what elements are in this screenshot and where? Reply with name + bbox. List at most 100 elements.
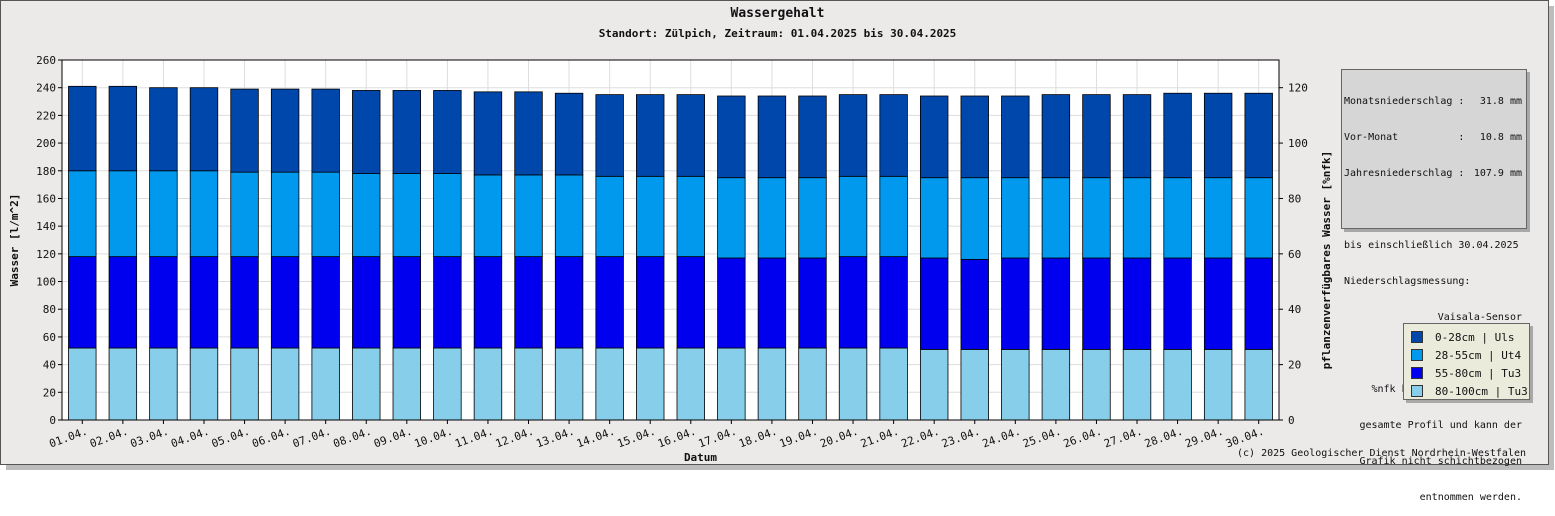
- bar-segment-2: [392, 256, 422, 349]
- bar-segment-1: [1163, 348, 1192, 421]
- x-axis-label: Datum: [684, 451, 717, 464]
- bar-segment-1: [838, 347, 868, 421]
- bar-segment-2: [717, 257, 746, 349]
- bar-segment-1: [108, 347, 138, 421]
- bar-segment-3: [838, 175, 868, 258]
- bar-segment-1: [757, 347, 787, 421]
- y2-tick-label: 60: [1288, 248, 1301, 261]
- bar-segment-2: [1041, 257, 1071, 350]
- info-monat-label: Monatsniederschlag :: [1344, 96, 1465, 107]
- bar-segment-3: [960, 177, 989, 260]
- bar-segment-4: [879, 94, 908, 177]
- bar-segment-1: [960, 348, 989, 421]
- frame-shadow-right: [1549, 6, 1554, 468]
- bar-segment-2: [352, 256, 381, 349]
- bar-segment-1: [554, 347, 584, 421]
- x-tick-label: 20.04.: [818, 425, 860, 451]
- bar-segment-2: [270, 256, 300, 349]
- legend-item: 0-28cm | Uls: [1404, 328, 1529, 346]
- bar-segment-3: [1244, 177, 1273, 259]
- y-tick-label: 180: [36, 165, 56, 178]
- bar-segment-4: [1163, 92, 1192, 179]
- bar-segment-1: [1082, 348, 1111, 421]
- bar-segment-4: [1001, 95, 1030, 179]
- bar-segment-4: [1041, 94, 1071, 179]
- x-tick-label: 21.04.: [859, 425, 901, 451]
- bar-segment-2: [757, 257, 787, 349]
- info-jahr-row: Jahresniederschlag : 107.9 mm: [1344, 168, 1524, 180]
- y-tick-label: 240: [36, 82, 56, 95]
- bar-segment-3: [108, 170, 138, 258]
- bar-segment-3: [595, 175, 624, 258]
- bar-segment-3: [270, 171, 300, 258]
- bar-segment-4: [798, 95, 827, 179]
- bar-segment-2: [514, 256, 543, 349]
- bar-segment-2: [433, 256, 462, 349]
- bar-segment-1: [919, 348, 949, 421]
- bar-segment-4: [311, 88, 340, 173]
- bar-segment-1: [189, 347, 219, 421]
- bar-segment-1: [676, 347, 705, 421]
- bar-segment-4: [1082, 94, 1111, 179]
- legend-label: 0-28cm | Uls: [1435, 330, 1515, 344]
- bar-segment-2: [1203, 257, 1233, 350]
- y2-tick-label: 20: [1288, 359, 1301, 372]
- bar-segment-1: [311, 347, 340, 421]
- info-messung: Niederschlagsmessung:: [1344, 276, 1471, 287]
- bar-segment-2: [230, 256, 259, 349]
- y2-tick-label: 100: [1288, 137, 1308, 150]
- bar-segment-2: [636, 256, 665, 349]
- bar-segment-3: [189, 170, 219, 258]
- bar-segment-2: [798, 257, 827, 349]
- y2-tick-label: 120: [1288, 82, 1308, 95]
- x-tick-label: 02.04.: [88, 425, 130, 451]
- x-tick-label: 19.04.: [778, 425, 820, 451]
- legend-item: 28-55cm | Ut4: [1404, 346, 1529, 364]
- bar-segment-3: [392, 173, 422, 258]
- bar-segment-2: [1082, 257, 1111, 350]
- bar-segment-4: [919, 95, 949, 179]
- legend-label: 55-80cm | Tu3: [1435, 366, 1522, 380]
- bar-segment-1: [879, 347, 908, 421]
- bar-segment-1: [230, 347, 259, 421]
- info-jahr-value: 107.9 mm: [1473, 168, 1522, 179]
- bar-segment-2: [1163, 257, 1192, 350]
- bar-segment-2: [960, 258, 989, 350]
- x-tick-label: 29.04.: [1183, 425, 1225, 451]
- bar-segment-3: [554, 174, 584, 258]
- y2-tick-label: 80: [1288, 192, 1301, 205]
- bar-segment-1: [798, 347, 827, 421]
- legend-swatch: [1411, 367, 1423, 379]
- x-tick-label: 27.04.: [1102, 425, 1144, 451]
- bar-segment-2: [919, 257, 949, 350]
- bar-segment-3: [879, 175, 908, 258]
- bar-segment-2: [311, 256, 340, 349]
- y2-axis-label: pflanzenverfügbares Wasser [%nfk]: [1320, 151, 1333, 370]
- info-note-2: gesamte Profil und kann der: [1359, 420, 1522, 431]
- bar-segment-2: [838, 256, 868, 349]
- bar-segment-2: [149, 256, 178, 349]
- legend: 0-28cm | Uls 28-55cm | Ut4 55-80cm | Tu3 80…: [1403, 323, 1530, 400]
- bar-segment-3: [1163, 177, 1192, 259]
- x-tick-label: 16.04.: [656, 425, 698, 451]
- legend-swatch: [1411, 331, 1423, 343]
- bar-segment-3: [1203, 177, 1233, 259]
- bar-segment-4: [636, 94, 665, 177]
- legend-label: 28-55cm | Ut4: [1435, 348, 1522, 362]
- plot-area: [62, 60, 1279, 420]
- bar-segment-3: [352, 173, 381, 258]
- bar-segment-4: [1203, 92, 1233, 179]
- bar-segment-1: [1122, 348, 1152, 421]
- y-tick-label: 60: [43, 331, 56, 344]
- y-tick-label: 200: [36, 137, 56, 150]
- x-tick-label: 04.04.: [169, 425, 211, 451]
- bar-segment-4: [392, 90, 422, 174]
- legend-swatch: [1411, 349, 1423, 361]
- x-tick-label: 10.04.: [413, 425, 455, 451]
- x-tick-label: 09.04.: [372, 425, 414, 451]
- legend-label: 80-100cm | Tu3: [1435, 384, 1528, 398]
- bar-segment-4: [149, 87, 178, 172]
- bar-segment-1: [1203, 348, 1233, 421]
- bar-segment-3: [676, 175, 705, 258]
- bar-segment-1: [433, 347, 462, 421]
